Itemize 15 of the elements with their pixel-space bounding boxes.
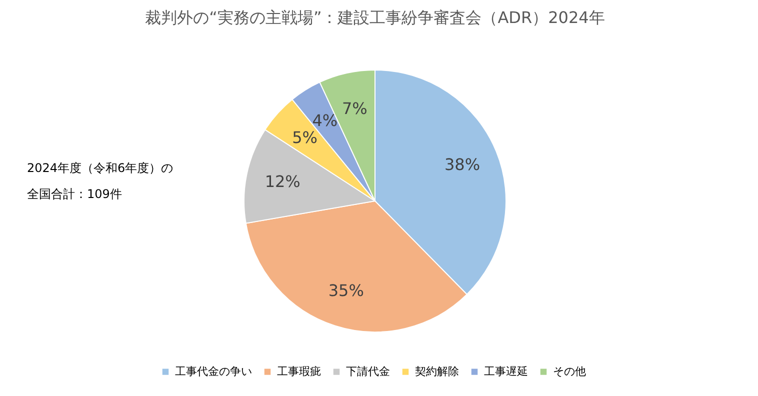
legend-label: 工事遅延 <box>484 364 528 378</box>
text: 2024年度（令和6年度）の <box>27 161 174 175</box>
data-label: 4% <box>312 111 338 130</box>
data-label: 5% <box>292 128 318 148</box>
data-label: 7% <box>342 98 368 118</box>
legend-label: 工事瑕疵 <box>277 364 321 378</box>
legend-label: 下請代金 <box>346 364 390 378</box>
data-label: 38% <box>444 155 480 174</box>
data-label: 35% <box>328 280 364 300</box>
legend-label: 工事代金の争い <box>175 364 252 378</box>
legend-label: 契約解除 <box>415 364 459 378</box>
data-label: 12% <box>264 172 300 192</box>
legend-label: その他 <box>553 364 586 378</box>
chart-title: 裁判外の“実務の主戦場”：建設工事紛争審査会（ADR）2024年 <box>145 8 605 27</box>
text: 全国合計：109件 <box>27 187 122 201</box>
